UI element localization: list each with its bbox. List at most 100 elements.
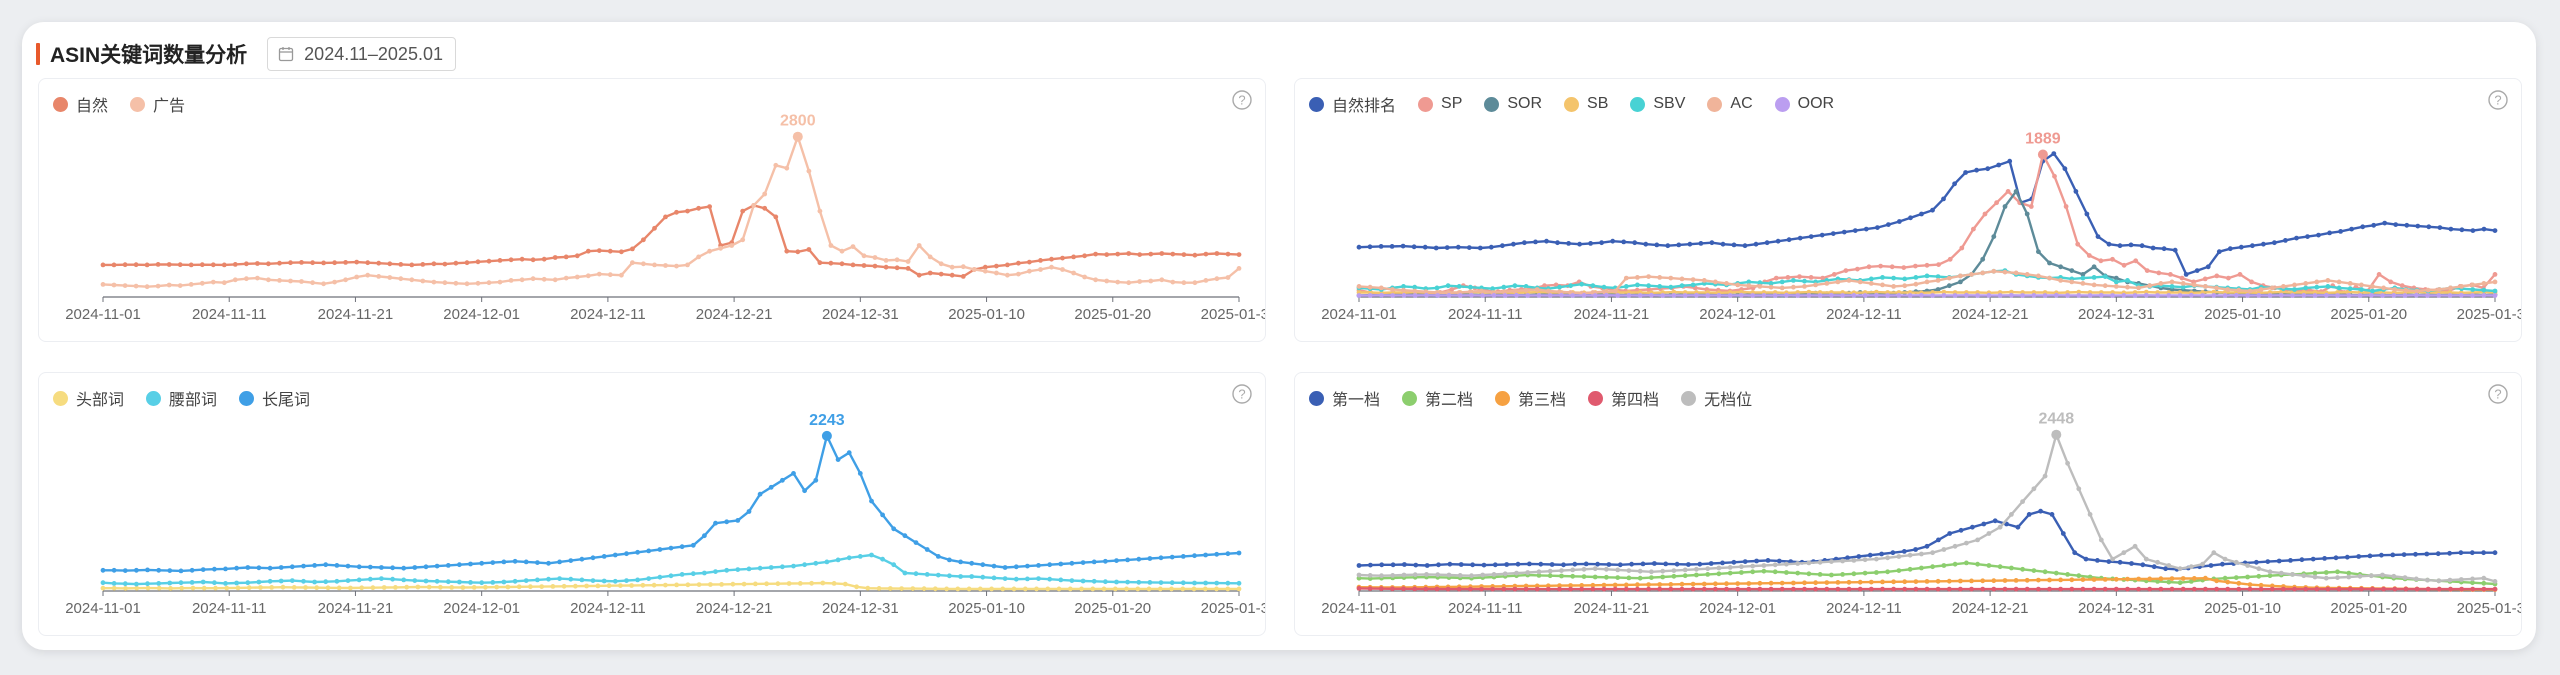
help-icon[interactable]: ? [1231,383,1253,405]
data-point [2492,586,2498,592]
data-point [1071,254,1076,260]
legend-item[interactable]: 头部词 [53,386,124,410]
data-point [412,565,418,570]
data-point [359,585,365,591]
data-point [2036,586,2041,592]
data-point [431,261,437,267]
data-point [820,580,826,586]
data-point [1930,293,1935,298]
data-point [2325,586,2331,592]
legend-item[interactable]: 自然排名 [1309,92,1396,116]
data-point [1604,566,1609,572]
data-point [2080,586,2086,592]
legend-item[interactable]: 无档位 [1681,386,1752,410]
data-point [2448,226,2454,232]
data-point [768,565,774,570]
data-point [1515,561,1521,567]
data-point [1557,289,1562,295]
data-point [1455,244,1461,250]
x-tick-label: 2025-01-20 [1074,306,1151,323]
data-point [1115,279,1121,285]
data-point [590,578,596,583]
data-point [612,578,618,584]
data-point [1846,278,1852,283]
data-point [332,260,337,266]
legend-item[interactable]: 第三档 [1495,386,1566,410]
data-point [354,274,360,280]
data-point [1705,566,1711,572]
data-point [1846,586,1852,592]
data-point [1002,576,1008,581]
data-point [1635,282,1640,288]
data-point [2222,556,2228,562]
data-point [2129,561,2134,566]
x-tick-label: 2024-11-01 [1321,306,1397,323]
data-point [1862,557,1868,563]
data-point [2368,573,2374,579]
help-icon[interactable]: ? [2487,89,2509,111]
data-point [490,560,496,565]
data-point [2214,578,2219,584]
legend-item[interactable]: 长尾词 [239,386,310,410]
data-point [1753,241,1759,247]
data-point [1797,274,1802,279]
data-point [1958,578,1963,584]
date-range-picker[interactable]: 2024.11–2025.01 [267,37,456,71]
data-point [1829,559,1834,564]
legend-item[interactable]: OOR [1774,95,1834,113]
data-point [2392,287,2398,292]
legend-item[interactable]: SP [1418,95,1462,113]
data-point [512,558,518,564]
data-point [949,272,955,278]
data-point [585,273,591,279]
data-point [1786,237,1792,243]
data-point [1390,287,1395,292]
data-point [111,262,117,268]
legend-item[interactable]: SB [1564,95,1608,113]
data-point [1991,234,1997,240]
legend-item[interactable]: SOR [1484,95,1542,113]
legend-item[interactable]: SBV [1630,95,1685,113]
data-point [2346,570,2352,576]
legend-item[interactable]: 第二档 [1402,386,1473,410]
data-point [1772,569,1778,575]
data-point [607,248,613,254]
chart-panel-ranking-types: 自然排名 SP SOR SB SBV AC OOR ? 2024-11-01 2024-11-… [1294,78,2522,342]
data-point [1091,578,1097,584]
legend-item[interactable]: 自然 [53,92,108,116]
help-icon[interactable]: ? [2487,383,2509,405]
data-point [145,585,151,591]
data-point [2381,586,2386,592]
data-point [269,585,275,590]
data-point [1946,275,1952,281]
data-point [1897,219,1902,224]
data-point [1676,242,1682,248]
help-icon[interactable]: ? [1231,89,1253,111]
data-point [846,450,852,456]
legend-item[interactable]: AC [1707,95,1753,113]
data-point [2269,285,2275,291]
data-point [713,520,718,526]
data-point [1935,287,1941,292]
data-point [1646,283,1651,289]
legend-item[interactable]: 腰部词 [146,386,217,410]
legend-item[interactable]: 广告 [130,92,185,116]
data-point [1180,580,1186,586]
data-point [1735,586,1741,592]
data-point [1192,252,1198,258]
data-point [390,565,395,571]
data-point [1610,238,1616,244]
data-point [839,248,845,254]
data-point [1623,275,1629,281]
data-point [2031,293,2037,298]
legend-item[interactable]: 第一档 [1309,386,1380,410]
data-point [624,578,629,583]
legend-item[interactable]: 第四档 [1588,386,1659,410]
calendar-icon [279,47,294,62]
data-point [2194,268,2200,273]
data-point [1991,586,1997,592]
data-point [1592,566,1598,572]
data-point [1913,586,1919,592]
data-point [381,585,387,590]
data-point [1601,284,1607,290]
